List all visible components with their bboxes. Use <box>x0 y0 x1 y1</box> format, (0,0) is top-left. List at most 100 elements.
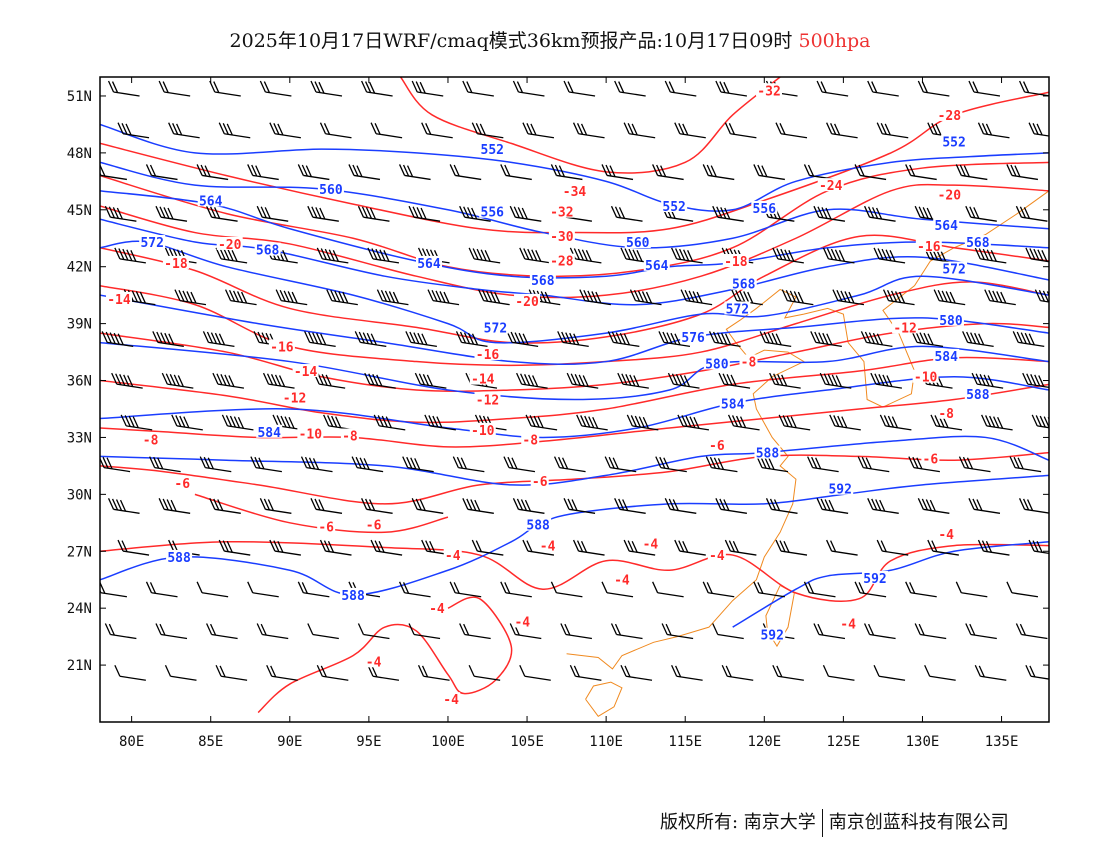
map-title: 2025年10月17日WRF/cmaq模式36km预报产品:10月17日09时 … <box>0 26 1100 53</box>
wind-barb <box>104 623 137 640</box>
temperature-label: -4 <box>938 528 954 543</box>
wind-barb <box>468 247 501 264</box>
temperature-label-bg <box>530 474 549 488</box>
temperature-label-bg <box>513 614 532 628</box>
lat-tick-label: 39N <box>67 317 92 333</box>
temperature-label: -20 <box>938 189 962 204</box>
wind-barb <box>471 122 504 139</box>
wind-barb <box>364 372 396 389</box>
wind-barb <box>1015 205 1048 222</box>
temperature-label-bg <box>921 451 940 465</box>
wind-barb <box>206 205 238 222</box>
temperature-contour <box>100 451 1049 505</box>
wind-barb <box>266 664 298 681</box>
wind-barb <box>826 122 858 139</box>
wind-barb <box>525 414 558 431</box>
wind-barb <box>911 331 944 348</box>
wind-barb <box>601 164 634 181</box>
wind-barb <box>702 164 735 181</box>
wind-barb <box>107 80 140 97</box>
wind-barb <box>370 539 403 556</box>
height-label: 564 <box>199 194 223 209</box>
temperature-label: -4 <box>840 617 856 632</box>
wind-barb <box>775 539 808 556</box>
height-label: 552 <box>942 136 965 151</box>
wind-barb <box>914 623 947 640</box>
wind-barb <box>813 623 846 640</box>
height-label-bg <box>730 276 757 290</box>
wind-barb <box>863 205 896 222</box>
lon-tick-label: 105E <box>510 734 544 750</box>
wind-barb <box>1018 80 1049 97</box>
wind-barb <box>702 581 735 598</box>
temperature-label-bg <box>105 291 132 305</box>
height-label-bg <box>661 199 688 212</box>
wind-barb <box>661 623 694 640</box>
temperature-label: -10 <box>299 428 323 443</box>
temperature-label-bg <box>548 229 575 243</box>
height-label-bg <box>624 235 651 249</box>
temperature-label-bg <box>915 238 942 252</box>
wind-barb <box>876 539 909 556</box>
wind-barb <box>351 456 384 473</box>
wind-barb <box>326 289 358 306</box>
wind-barb <box>221 414 254 431</box>
wind-barb <box>965 623 997 640</box>
temperature-label-bg <box>364 654 383 668</box>
wind-barb <box>655 456 687 473</box>
wind-barb <box>873 247 906 264</box>
wind-barb <box>348 164 381 181</box>
height-label: 568 <box>531 274 555 289</box>
height-contour <box>100 218 1049 306</box>
height-label-bg <box>719 396 746 410</box>
wind-barb <box>310 80 343 97</box>
temperature-label: -4 <box>540 540 556 555</box>
wind-barb <box>196 581 229 598</box>
temperature-label: -4 <box>514 615 530 630</box>
temperature-label: -6 <box>532 475 548 490</box>
lon-tick-label: 100E <box>431 734 465 750</box>
height-label-bg <box>933 217 960 231</box>
temperature-contour <box>100 183 1049 299</box>
wind-barb <box>652 581 684 598</box>
wind-barb <box>854 581 887 598</box>
height-contour <box>100 375 1049 439</box>
temperature-label: -10 <box>914 371 938 386</box>
footer-divider <box>821 809 823 837</box>
wind-barb <box>826 539 858 556</box>
wind-barb <box>427 289 460 306</box>
height-label: 564 <box>645 259 669 274</box>
wind-barb <box>297 581 330 598</box>
wind-barb <box>680 289 713 306</box>
wind-barb <box>117 539 150 556</box>
wind-barb <box>275 289 308 306</box>
wind-barb <box>610 205 643 222</box>
lat-tick-label: 30N <box>67 487 92 503</box>
temperature-contour <box>100 540 1049 602</box>
wind-barb <box>155 623 188 640</box>
wind-barb <box>765 498 798 514</box>
wind-barb <box>398 164 431 181</box>
temperature-label: -10 <box>471 424 495 439</box>
height-label: 588 <box>526 519 550 534</box>
height-label-bg <box>256 424 283 438</box>
lat-tick-label: 24N <box>67 601 92 617</box>
height-label: 584 <box>934 350 958 365</box>
wind-barb <box>756 456 789 473</box>
temperature-label: -4 <box>366 655 382 670</box>
wind-barb <box>218 539 251 556</box>
temperature-label-bg <box>756 83 783 97</box>
wind-barb <box>455 331 488 348</box>
wind-barb <box>310 498 343 514</box>
copyright-footer: 版权所有: 南京大学 南京创蓝科技有限公司 <box>660 808 1009 837</box>
height-label: 556 <box>753 202 777 217</box>
wind-barb <box>158 80 191 97</box>
temperature-label: -4 <box>445 549 461 564</box>
height-label: 576 <box>681 331 705 346</box>
lon-tick-label: 115E <box>668 734 702 750</box>
temperature-label-bg <box>912 369 939 383</box>
height-label: 556 <box>481 206 505 221</box>
wind-barb <box>781 289 814 306</box>
wind-barb <box>614 80 646 97</box>
wind-barb <box>300 456 333 473</box>
